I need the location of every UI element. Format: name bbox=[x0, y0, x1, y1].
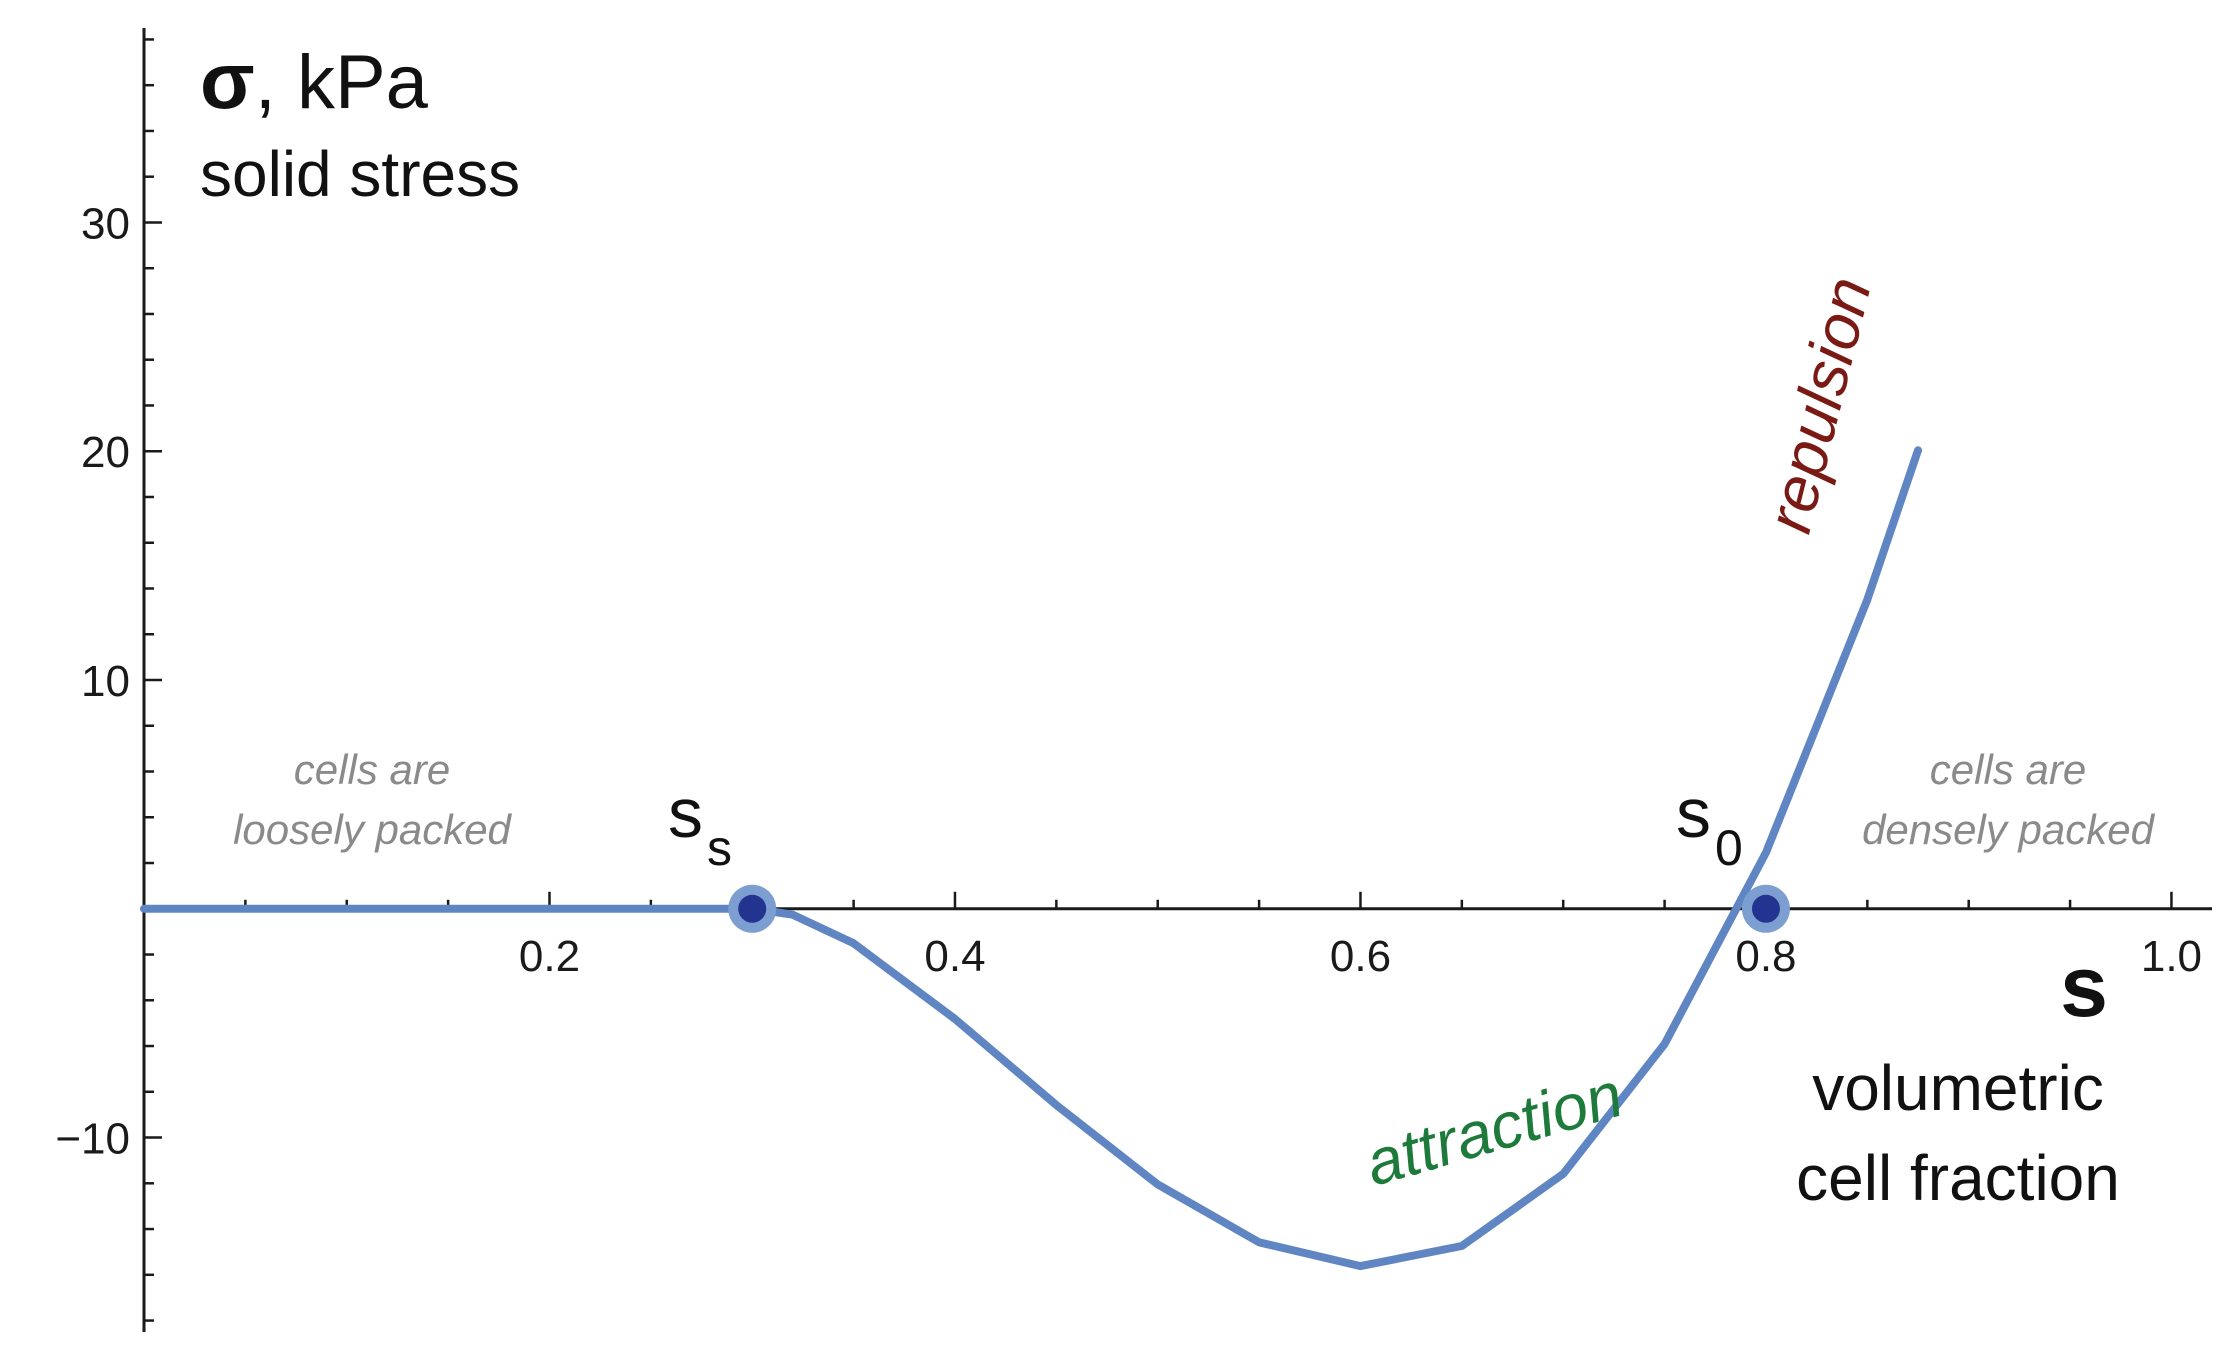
x-tick-label: 0.6 bbox=[1330, 932, 1391, 981]
right-note-line1: cells are bbox=[1930, 746, 2086, 793]
x-tick-label: 1.0 bbox=[2141, 932, 2202, 981]
y-minor-ticks bbox=[144, 38, 154, 1322]
point-marker-inner bbox=[1751, 894, 1780, 923]
x-axis-description-line2: cell fraction bbox=[1796, 1142, 2120, 1214]
y-axis-symbol: σ bbox=[200, 36, 255, 125]
point-label-ss-main: s bbox=[668, 774, 703, 852]
y-major-ticks: −10 10 20 30 bbox=[55, 199, 162, 1164]
y-axis-description: solid stress bbox=[200, 138, 520, 210]
left-note-line1: cells are bbox=[294, 746, 450, 793]
point-label-ss-sub: s bbox=[707, 820, 732, 876]
point-label-s0-main: s bbox=[1676, 774, 1711, 852]
x-minor-ticks bbox=[244, 899, 2072, 909]
y-axis-unit: , kPa bbox=[255, 40, 429, 125]
x-tick-label: 0.8 bbox=[1735, 932, 1796, 981]
y-tick-label: −10 bbox=[55, 1115, 130, 1164]
point-label-s0-sub: 0 bbox=[1715, 820, 1743, 876]
x-axis-description-line1: volumetric bbox=[1812, 1052, 2104, 1124]
key-points bbox=[728, 884, 1790, 933]
right-note-line2: densely packed bbox=[1862, 806, 2156, 853]
attraction-label: attraction bbox=[1357, 1058, 1630, 1200]
y-axis-label: σ, kPa bbox=[200, 36, 429, 125]
point-label-ss: ss bbox=[668, 774, 732, 876]
x-major-ticks: 0.2 0.4 0.6 0.8 1.0 bbox=[519, 891, 2202, 981]
y-tick-label: 30 bbox=[81, 199, 130, 248]
point-marker-inner bbox=[738, 894, 767, 923]
stress-curve bbox=[140, 446, 1922, 1271]
x-tick-label: 0.4 bbox=[924, 932, 985, 981]
repulsion-label: repulsion bbox=[1752, 270, 1885, 539]
x-tick-label: 0.2 bbox=[519, 932, 580, 981]
y-tick-label: 20 bbox=[81, 428, 130, 477]
y-tick-label: 10 bbox=[81, 657, 130, 706]
x-axis-symbol: s bbox=[2060, 939, 2108, 1035]
left-note-line2: loosely packed bbox=[233, 806, 512, 853]
point-label-s0: s0 bbox=[1676, 774, 1743, 876]
